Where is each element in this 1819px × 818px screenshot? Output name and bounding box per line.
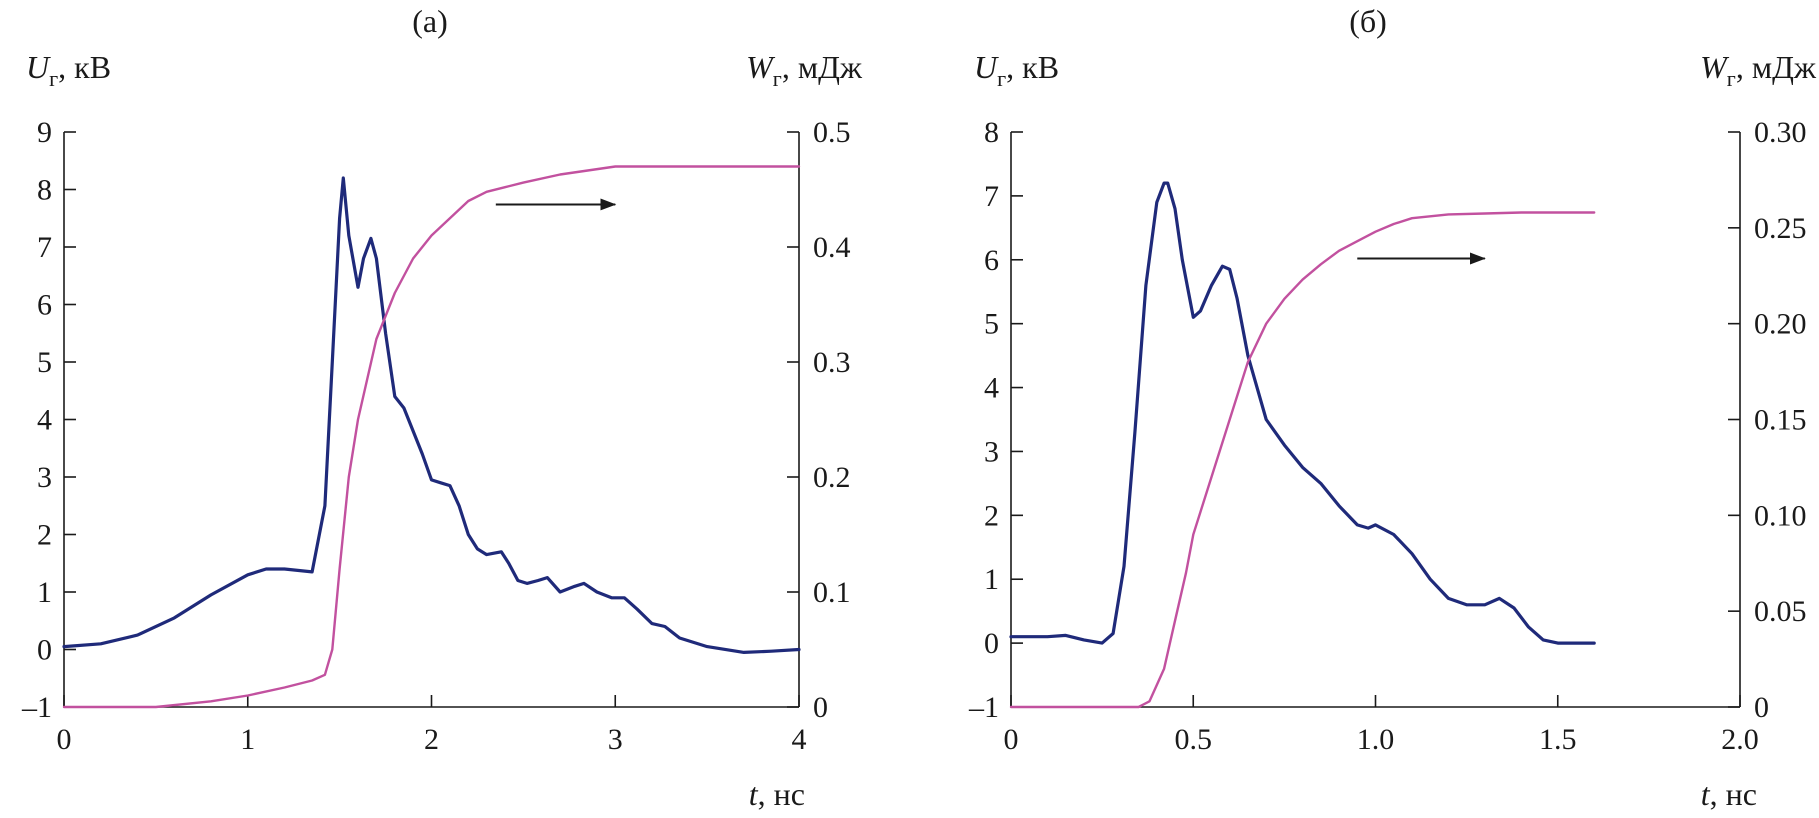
y-right-axis-label: Wг, мДж (1700, 49, 1817, 91)
y-right-tick-label: 0.10 (1754, 499, 1807, 532)
x-axis-label: t, нс (749, 776, 805, 812)
y-left-tick-label: 2 (37, 519, 52, 552)
y-left-tick-label: –1 (21, 691, 52, 724)
y-right-tick-label: 0.5 (813, 116, 851, 149)
y-right-tick-label: 0.15 (1754, 404, 1807, 437)
y-left-tick-label: 6 (37, 289, 52, 322)
y-left-tick-label: 8 (37, 174, 52, 207)
y-right-tick-label: 0.20 (1754, 308, 1807, 341)
y-right-tick-label: 0.1 (813, 576, 851, 609)
y-left-tick-label: 1 (37, 576, 52, 609)
chart-title: (а) (412, 3, 448, 39)
y-left-tick-label: 6 (984, 244, 999, 277)
y-right-tick-label: 0.3 (813, 346, 851, 379)
x-tick-label: 1.5 (1539, 723, 1577, 756)
x-tick-label: 4 (792, 723, 807, 756)
x-tick-label: 0 (57, 723, 72, 756)
y-left-tick-label: 0 (37, 634, 52, 667)
y-left-tick-label: 5 (37, 346, 52, 379)
y-right-tick-label: 0 (1754, 691, 1769, 724)
x-tick-label: 2.0 (1721, 723, 1759, 756)
y-right-tick-label: 0.2 (813, 461, 851, 494)
x-tick-label: 1.0 (1357, 723, 1395, 756)
y-left-tick-label: 0 (984, 627, 999, 660)
y-left-tick-label: 1 (984, 563, 999, 596)
y-left-tick-label: 5 (984, 308, 999, 341)
y-right-axis-label: Wг, мДж (746, 49, 863, 91)
y-left-axis-label: Uг, кВ (974, 49, 1059, 91)
y-right-tick-label: 0 (813, 691, 828, 724)
x-tick-label: 0 (1004, 723, 1019, 756)
energy-series-line (62, 165, 801, 709)
y-right-tick-label: 0.30 (1754, 116, 1807, 149)
x-tick-label: 2 (424, 723, 439, 756)
chart-panel-a: (а) Uг, кВ Wг, мДж t, нс 0 1 2 3 4–101234567… (21, 3, 863, 812)
y-left-tick-label: 3 (984, 435, 999, 468)
chart-title: (б) (1349, 3, 1387, 39)
y-right-tick-label: 0.4 (813, 231, 851, 264)
y-left-tick-label: 4 (37, 404, 52, 437)
x-axis-label: t, нс (1701, 776, 1757, 812)
chart-panel-b: (б) Uг, кВ Wг, мДж t, нс 0 0.5 1.0 1.5 2.0 –1… (968, 3, 1817, 812)
y-right-tick-label: 0.25 (1754, 212, 1807, 245)
y-left-tick-label: 7 (984, 180, 999, 213)
y-left-tick-label: 2 (984, 499, 999, 532)
y-right-tick-label: 0.05 (1754, 595, 1807, 628)
y-left-tick-label: 7 (37, 231, 52, 264)
y-left-tick-label: 8 (984, 116, 999, 149)
voltage-series-line (1009, 181, 1596, 645)
energy-series-line (1009, 211, 1596, 709)
y-left-tick-label: 3 (37, 461, 52, 494)
y-left-tick-label: 4 (984, 372, 999, 405)
x-tick-label: 3 (608, 723, 623, 756)
y-left-axis-label: Uг, кВ (26, 49, 111, 91)
y-left-tick-label: –1 (968, 691, 999, 724)
voltage-series-line (62, 176, 801, 655)
y-left-tick-label: 9 (37, 116, 52, 149)
x-tick-label: 0.5 (1175, 723, 1213, 756)
x-tick-label: 1 (240, 723, 255, 756)
